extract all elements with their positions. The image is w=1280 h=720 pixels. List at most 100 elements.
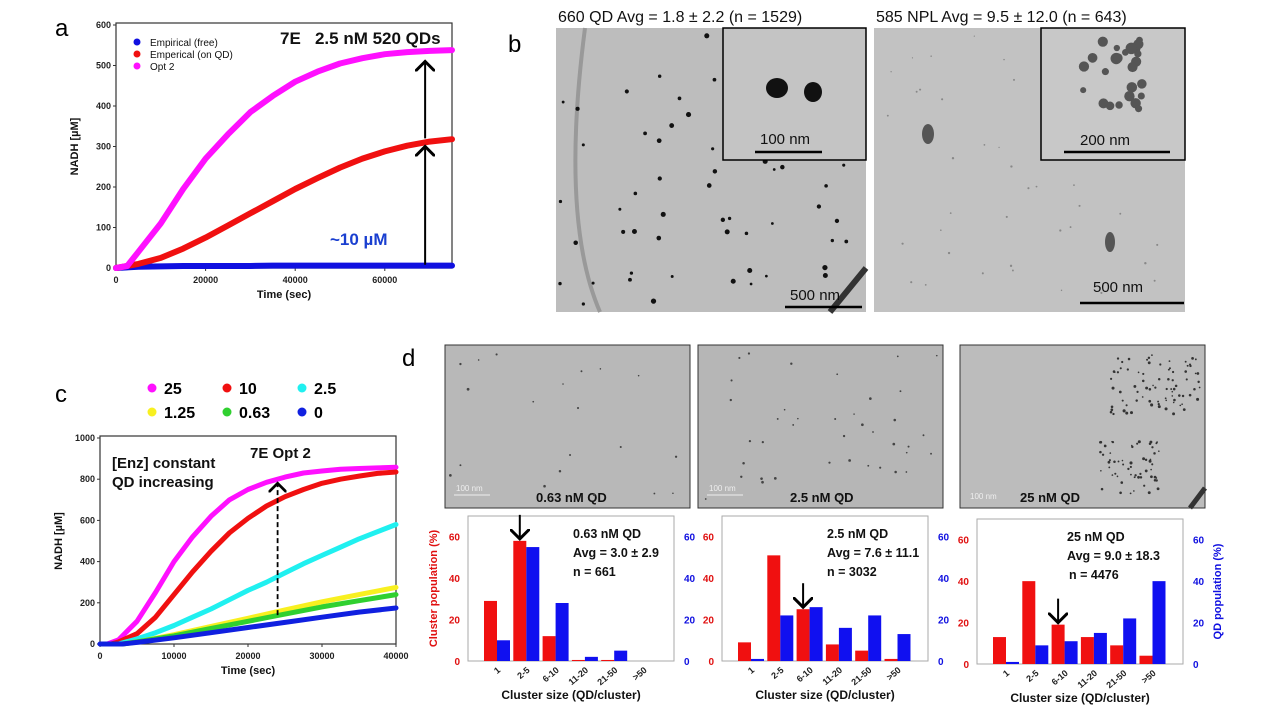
y-right-axis-title: QD population (%) (1212, 543, 1224, 639)
legend-marker (133, 38, 141, 46)
particle (670, 274, 674, 278)
particle (1111, 441, 1115, 444)
particle (1141, 379, 1145, 383)
particle (1165, 387, 1168, 391)
particle (1108, 466, 1111, 469)
particle (1099, 440, 1103, 444)
bar-cluster-population (571, 659, 585, 661)
x-tick-label: 1 (492, 665, 502, 676)
particle (844, 239, 849, 244)
histogram-annotation: n = 4476 (1069, 568, 1119, 582)
particle (1139, 476, 1143, 479)
bar-qd-population (555, 603, 569, 661)
histogram-2: 0 0 20 20 40 40 60 60 1 2-5 6-10 11-20 21-50 >50 Clust… (703, 515, 950, 702)
particle (1153, 478, 1157, 482)
histogram-annotation: Avg = 7.6 ± 11.1 (827, 546, 919, 560)
particle (824, 184, 828, 188)
tem-right-title: 585 NPL Avg = 9.5 ± 12.0 (n = 643) (876, 9, 1127, 26)
chart-c-title: 7E Opt 2 (250, 445, 311, 462)
histogram-annotation: n = 3032 (827, 565, 877, 579)
particle (867, 464, 870, 467)
x-tick-label: 2-5 (1024, 668, 1040, 684)
particle (1108, 459, 1111, 462)
particle (1100, 291, 1103, 294)
particle (1116, 475, 1119, 478)
particle (1148, 388, 1152, 391)
particle (1164, 407, 1168, 411)
particle (915, 90, 918, 93)
tem-d-label: 2.5 nM QD (790, 490, 854, 505)
particle (738, 356, 741, 360)
particle (924, 283, 927, 286)
particle (712, 169, 718, 174)
bar-qd-population (1152, 581, 1166, 664)
x-tick-label: 11-20 (1075, 668, 1099, 690)
particle (1069, 226, 1072, 229)
legend-label: 1.25 (164, 405, 195, 422)
panel-label-a: a (55, 15, 69, 42)
bar-qd-population (526, 547, 540, 661)
particle (905, 451, 908, 454)
particle (764, 274, 768, 278)
particle (1184, 360, 1187, 363)
particle (896, 355, 899, 358)
particle (1144, 262, 1147, 265)
particle (1127, 357, 1131, 361)
bar-cluster-population (1139, 655, 1153, 664)
y-right-tick-label: 60 (1193, 536, 1205, 547)
particle (1153, 452, 1156, 455)
particle (1197, 380, 1200, 384)
particle (727, 216, 732, 221)
particle (822, 272, 828, 278)
particle (836, 373, 839, 376)
particle (677, 96, 682, 101)
particle (1027, 187, 1030, 190)
tem-left-title: 660 QD Avg = 1.8 ± 2.2 (n = 1529) (558, 9, 802, 26)
particle (459, 362, 462, 366)
particle (1133, 490, 1135, 492)
particle (1142, 372, 1145, 376)
y-tick-label: 0 (90, 639, 95, 649)
legend-marker (222, 407, 232, 417)
particle (1193, 387, 1196, 391)
particle (650, 298, 657, 304)
particle (1151, 463, 1154, 466)
particle (1059, 229, 1062, 232)
y-right-tick-label: 20 (938, 616, 950, 627)
particle (941, 98, 944, 101)
particle (1116, 357, 1120, 360)
series-line-emperical-on-qd- (113, 136, 455, 271)
particle (761, 440, 764, 444)
x-tick-label: >50 (1140, 668, 1158, 685)
bar-qd-population (1035, 645, 1049, 664)
x-axis-title: Cluster size (QD/cluster) (1010, 691, 1149, 705)
y-tick-label: 500 (96, 61, 111, 71)
particle (1137, 79, 1147, 89)
particle (1146, 358, 1149, 361)
series-line-10 (108, 469, 399, 647)
particle (656, 235, 662, 241)
legend-label: 10 (239, 381, 257, 398)
tem-left-inset-scale-label: 100 nm (760, 131, 810, 148)
particle (1181, 394, 1185, 398)
particle (747, 352, 751, 355)
particle (1184, 370, 1188, 373)
particle (940, 229, 942, 231)
particle (899, 390, 902, 393)
particle (998, 146, 1000, 149)
particle (1115, 101, 1123, 109)
particle (834, 218, 840, 224)
particle (1110, 405, 1114, 409)
bar-cluster-population (1022, 581, 1036, 664)
particle (1117, 460, 1120, 463)
particle (828, 461, 831, 464)
particle (930, 55, 932, 57)
particle (1111, 386, 1115, 390)
y-right-tick-label: 40 (1193, 577, 1205, 588)
particle (1087, 52, 1098, 63)
legend-label: 0.63 (239, 405, 270, 422)
legend-marker (133, 62, 141, 70)
panel-label-b: b (508, 31, 521, 58)
y-right-tick-label: 40 (938, 574, 950, 585)
particle (495, 353, 498, 356)
